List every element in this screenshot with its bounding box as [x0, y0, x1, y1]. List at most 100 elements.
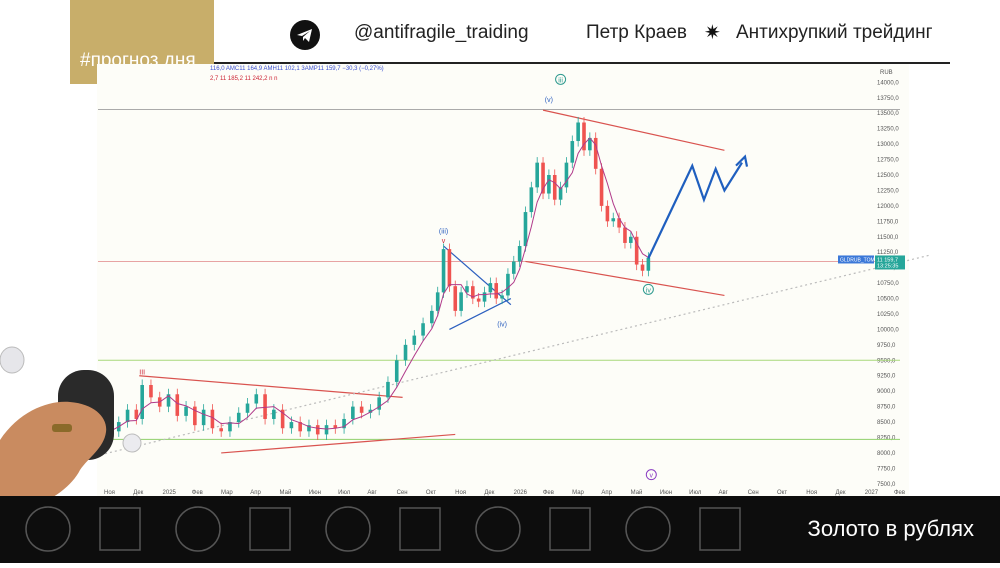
- ring-icon: [52, 424, 72, 432]
- y-tick-label: 7500,0: [877, 482, 896, 488]
- footer-ornament-pattern: [25, 506, 741, 552]
- trend-line-triangle-lower: [449, 297, 512, 330]
- y-tick-label: 8000,0: [877, 451, 896, 457]
- x-tick-label: 2027: [865, 490, 879, 496]
- candle-body: [175, 394, 180, 416]
- x-tick-label: Сен: [397, 490, 408, 496]
- candle-body: [263, 394, 267, 419]
- wave-label: iii: [558, 77, 563, 84]
- last-price-value-tag: [875, 255, 905, 270]
- candle-body: [228, 422, 232, 432]
- y-tick-label: 8750,0: [877, 405, 896, 411]
- trend-line-lower-channel-2026: [525, 260, 725, 297]
- candle-body: [201, 409, 206, 426]
- footer-band: [0, 496, 1000, 563]
- candle-body: [471, 286, 475, 299]
- x-tick-label: Фев: [192, 490, 203, 496]
- header-divider: [214, 62, 950, 64]
- trend-line-triangle-upper: [443, 245, 512, 306]
- candle-body: [289, 422, 294, 429]
- y-tick-label: 13500,0: [877, 111, 899, 117]
- candle-body: [441, 249, 446, 293]
- candle-body: [351, 406, 355, 419]
- y-tick-label: 12000,0: [877, 204, 899, 210]
- candle-body: [342, 418, 346, 429]
- wave-label: v: [442, 238, 446, 245]
- candle-body: [476, 298, 481, 302]
- candle-body: [298, 422, 302, 432]
- x-tick-label: Авг: [718, 490, 728, 496]
- candle-body: [582, 122, 586, 151]
- forecast-path: [647, 162, 743, 259]
- candle-body: [547, 175, 551, 194]
- candle-body: [465, 286, 469, 293]
- x-tick-label: Ноя: [455, 490, 466, 496]
- candle-body: [236, 412, 241, 423]
- x-tick-label: Ноя: [104, 490, 115, 496]
- trend-line-lower-wedge-2025: [221, 433, 456, 454]
- x-tick-label: 2026: [514, 490, 528, 496]
- candle-body: [280, 409, 285, 429]
- candle-body: [386, 381, 390, 398]
- candle-body: [219, 428, 223, 432]
- y-tick-label: 8250,0: [877, 436, 896, 442]
- candle-body: [541, 162, 545, 194]
- candle-body: [324, 425, 329, 435]
- telegram-icon[interactable]: [290, 20, 320, 50]
- chart-area[interactable]: [97, 64, 909, 496]
- pearl-icon: [0, 346, 25, 374]
- candle-body: [377, 397, 381, 410]
- legend-line-2: 2,7 11 185,2 11 242,2 n n: [210, 76, 278, 82]
- x-tick-label: Сен: [748, 490, 759, 496]
- candle-body: [535, 162, 539, 188]
- last-price-time: 13:25:35: [877, 263, 898, 269]
- x-tick-label: Июл: [338, 490, 351, 496]
- x-tick-label: Апр: [250, 490, 261, 496]
- candle-body: [453, 286, 458, 311]
- candle-body: [421, 323, 425, 336]
- candle-body: [506, 273, 510, 296]
- candle-body: [149, 385, 153, 398]
- candle-body: [558, 187, 563, 200]
- candle-body: [634, 236, 639, 265]
- channel-handle[interactable]: @antifragile_traiding: [354, 22, 529, 43]
- y-unit-label: RUB: [880, 70, 893, 76]
- candle-body: [588, 137, 592, 151]
- candle-body: [529, 187, 534, 213]
- x-tick-label: Июн: [660, 490, 672, 496]
- y-tick-label: 11750,0: [877, 219, 899, 225]
- candle-body: [617, 218, 621, 228]
- y-tick-label: 7750,0: [877, 466, 896, 472]
- candle-body: [605, 205, 610, 222]
- candle-body: [184, 406, 188, 416]
- candle-body: [307, 425, 311, 432]
- x-tick-label: Июн: [309, 490, 321, 496]
- candle-body: [359, 406, 364, 413]
- y-tick-label: 14000,0: [877, 80, 899, 86]
- y-tick-label: 11250,0: [877, 250, 899, 256]
- candle-body: [523, 212, 528, 247]
- trend-line-upper-channel-2026: [542, 109, 725, 151]
- candle-body: [166, 394, 171, 407]
- candle-body: [272, 409, 276, 419]
- candle-body: [511, 261, 516, 274]
- x-tick-label: Фев: [894, 490, 905, 496]
- trend-line-upper-wedge-2025: [139, 375, 403, 398]
- y-tick-label: 8500,0: [877, 420, 896, 426]
- author-name: Петр Краев: [586, 22, 688, 43]
- candle-body: [646, 257, 651, 271]
- x-tick-label: Фев: [543, 490, 554, 496]
- wave-label: v: [650, 473, 654, 480]
- candle-body: [412, 335, 417, 345]
- candle-body: [564, 162, 569, 188]
- candle-body: [629, 236, 633, 243]
- x-tick-label: Дек: [133, 490, 143, 496]
- star-separator-icon: ✷: [704, 22, 721, 44]
- x-tick-label: Мар: [572, 490, 584, 496]
- wave-label-circle: [645, 469, 657, 481]
- candle-body: [482, 292, 487, 302]
- x-tick-label: Июл: [689, 490, 702, 496]
- y-tick-label: 13750,0: [877, 96, 899, 102]
- y-tick-label: 10500,0: [877, 297, 899, 303]
